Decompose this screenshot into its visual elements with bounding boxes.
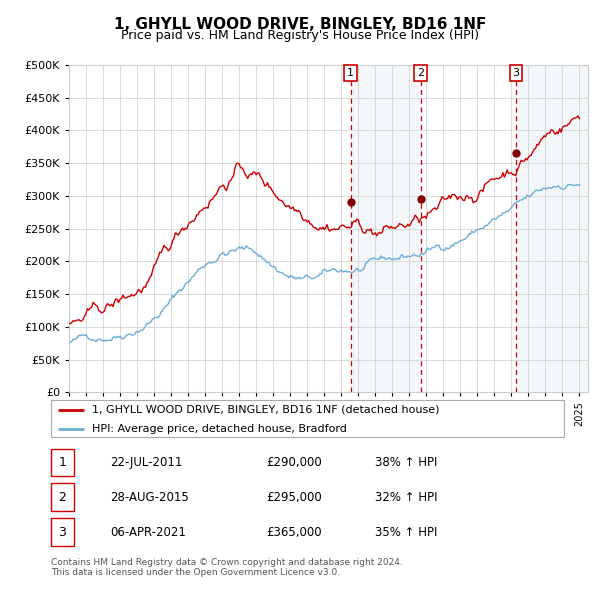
Text: 32% ↑ HPI: 32% ↑ HPI	[375, 490, 437, 504]
Text: 06-APR-2021: 06-APR-2021	[110, 526, 186, 539]
Text: 1, GHYLL WOOD DRIVE, BINGLEY, BD16 1NF: 1, GHYLL WOOD DRIVE, BINGLEY, BD16 1NF	[114, 17, 486, 31]
Text: Contains HM Land Registry data © Crown copyright and database right 2024.: Contains HM Land Registry data © Crown c…	[51, 558, 403, 566]
FancyBboxPatch shape	[50, 400, 565, 438]
Text: 28-AUG-2015: 28-AUG-2015	[110, 490, 189, 504]
FancyBboxPatch shape	[50, 448, 74, 476]
Text: 1, GHYLL WOOD DRIVE, BINGLEY, BD16 1NF (detached house): 1, GHYLL WOOD DRIVE, BINGLEY, BD16 1NF (…	[92, 405, 440, 415]
Text: Price paid vs. HM Land Registry's House Price Index (HPI): Price paid vs. HM Land Registry's House …	[121, 30, 479, 42]
Text: This data is licensed under the Open Government Licence v3.0.: This data is licensed under the Open Gov…	[51, 568, 340, 576]
FancyBboxPatch shape	[50, 483, 74, 511]
Text: £365,000: £365,000	[266, 526, 322, 539]
Text: 2: 2	[417, 68, 424, 78]
Text: 1: 1	[347, 68, 354, 78]
Text: £295,000: £295,000	[266, 490, 322, 504]
Text: 3: 3	[58, 526, 66, 539]
Text: 1: 1	[58, 455, 66, 468]
Text: 22-JUL-2011: 22-JUL-2011	[110, 455, 182, 468]
Text: 35% ↑ HPI: 35% ↑ HPI	[375, 526, 437, 539]
Bar	[350, 65, 421, 392]
Text: 38% ↑ HPI: 38% ↑ HPI	[375, 455, 437, 468]
Text: HPI: Average price, detached house, Bradford: HPI: Average price, detached house, Brad…	[92, 424, 347, 434]
Text: 2: 2	[58, 490, 66, 504]
Text: 3: 3	[512, 68, 520, 78]
FancyBboxPatch shape	[50, 519, 74, 546]
Bar	[516, 65, 588, 392]
Text: £290,000: £290,000	[266, 455, 322, 468]
